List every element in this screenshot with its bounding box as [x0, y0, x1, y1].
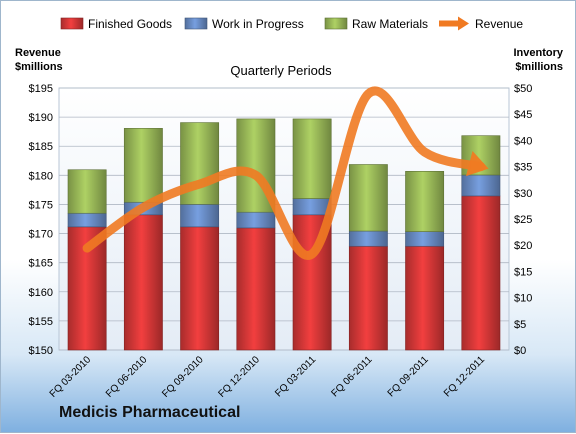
legend-swatch	[184, 17, 208, 30]
bar-work-in-progress	[67, 212, 107, 228]
bar-raw-materials	[348, 164, 388, 232]
legend-item: Revenue	[439, 16, 523, 31]
bar-work-in-progress	[236, 211, 276, 229]
left-tick-label: $195	[29, 83, 53, 95]
left-tick-label: $170	[29, 229, 53, 241]
category-label: FQ 12-2010	[216, 354, 262, 400]
chart-title: Quarterly Periods	[230, 63, 332, 78]
left-tick-label: $185	[29, 141, 53, 153]
right-tick-label: $0	[514, 345, 526, 357]
category-label: FQ 12-2011	[442, 354, 487, 399]
category-label: FQ 03-2011	[273, 354, 318, 399]
legend-item: Finished Goods	[60, 17, 172, 31]
right-tick-label: $10	[514, 293, 532, 305]
left-tick-label: $180	[29, 170, 53, 182]
left-tick-label: $150	[29, 345, 53, 357]
legend-label: Revenue	[475, 17, 523, 31]
category-label: FQ 09-2011	[386, 354, 431, 399]
bar-raw-materials	[405, 171, 445, 232]
plot-area: $150 $155 $160 $165 $170 $175 $180 $185 $190 $195…	[29, 83, 533, 400]
legend-arrow-icon	[458, 16, 469, 31]
right-tick-label: $50	[514, 83, 532, 95]
bar-finished-goods	[180, 226, 220, 351]
right-axis-label-line1: Inventory	[513, 47, 563, 59]
revenue-line	[82, 86, 486, 260]
left-tick-label: $155	[29, 316, 53, 328]
legend-label: Work in Progress	[212, 17, 304, 31]
right-tick-label: $45	[514, 109, 532, 121]
category-label: FQ 06-2011	[330, 354, 375, 399]
bar-finished-goods	[236, 227, 276, 351]
bar-raw-materials	[67, 169, 107, 214]
right-tick-label: $5	[514, 319, 526, 331]
legend-label: Finished Goods	[88, 17, 172, 31]
bar-raw-materials	[123, 128, 163, 203]
left-axis-label-line2: $millions	[15, 61, 63, 73]
bar-work-in-progress	[405, 231, 445, 247]
category-label: FQ 03-2010	[48, 354, 94, 400]
legend-swatch	[324, 17, 348, 30]
right-tick-label: $40	[514, 135, 532, 147]
legend: Finished Goods Work in Progress Raw Materi…	[60, 16, 523, 31]
bar-raw-materials	[292, 118, 332, 199]
right-axis-label-line2: $millions	[515, 61, 563, 73]
right-tick-label: $30	[514, 188, 532, 200]
legend-swatch	[60, 17, 84, 30]
legend-label: Raw Materials	[352, 17, 428, 31]
right-tick-label: $20	[514, 240, 532, 252]
left-tick-label: $165	[29, 258, 53, 270]
category-label: FQ 06-2010	[104, 354, 150, 400]
bar-work-in-progress	[348, 230, 388, 247]
company-name: Medicis Pharmaceutical	[59, 404, 241, 421]
legend-item: Raw Materials	[324, 17, 428, 31]
bar-work-in-progress	[180, 204, 220, 228]
bar-finished-goods	[123, 214, 163, 351]
left-tick-label: $160	[29, 287, 53, 299]
category-label: FQ 09-2010	[160, 354, 206, 400]
bar-finished-goods	[461, 195, 501, 351]
right-tick-label: $15	[514, 266, 532, 278]
legend-item: Work in Progress	[184, 17, 304, 31]
bar-finished-goods	[405, 245, 445, 351]
left-axis-label-line1: Revenue	[15, 47, 61, 59]
left-tick-label: $190	[29, 112, 53, 124]
left-tick-label: $175	[29, 199, 53, 211]
right-tick-label: $25	[514, 214, 532, 226]
bar-finished-goods	[348, 245, 388, 351]
revenue-arrowhead	[466, 151, 489, 177]
bar-work-in-progress	[461, 174, 501, 197]
right-tick-label: $35	[514, 162, 532, 174]
